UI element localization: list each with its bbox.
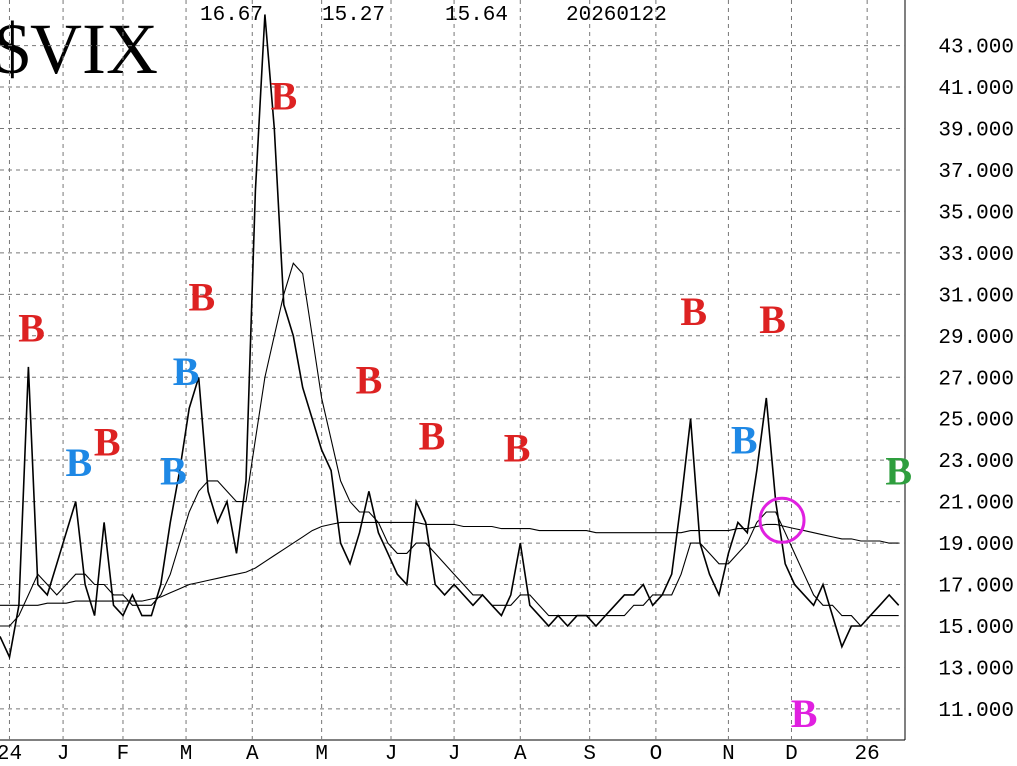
x-tick-label: N xyxy=(722,743,735,766)
x-tick-label: 26 xyxy=(855,743,880,766)
x-tick-label: M xyxy=(315,743,328,766)
signal-marker: B xyxy=(885,449,912,494)
signal-marker: B xyxy=(731,417,758,462)
x-tick-label: J xyxy=(448,743,461,766)
y-tick-label: 13.000 xyxy=(938,658,1014,681)
y-tick-label: 31.000 xyxy=(938,285,1014,308)
moving-average xyxy=(0,521,899,606)
signal-marker: B xyxy=(791,691,818,736)
y-tick-label: 21.000 xyxy=(938,493,1014,516)
x-tick-label: M xyxy=(180,743,193,766)
y-tick-label: 33.000 xyxy=(938,244,1014,267)
header-value: 15.27 xyxy=(322,4,385,27)
signal-marker: B xyxy=(356,357,383,402)
y-tick-label: 15.000 xyxy=(938,617,1014,640)
y-tick-label: 35.000 xyxy=(938,202,1014,225)
signal-marker: B xyxy=(188,274,215,319)
y-tick-label: 19.000 xyxy=(938,534,1014,557)
signal-marker: B xyxy=(270,73,297,118)
y-tick-label: 41.000 xyxy=(938,78,1014,101)
header-value: 20260122 xyxy=(566,4,667,27)
y-tick-label: 37.000 xyxy=(938,161,1014,184)
price-line xyxy=(0,14,900,660)
x-tick-label: S xyxy=(583,743,596,766)
x-tick-label: F xyxy=(117,743,130,766)
x-tick-label: J xyxy=(57,743,70,766)
x-tick-label: J xyxy=(385,743,398,766)
signal-marker: B xyxy=(94,420,121,465)
y-tick-label: 25.000 xyxy=(938,410,1014,433)
x-tick-label: A xyxy=(514,743,527,766)
signal-marker: B xyxy=(65,440,92,485)
chart-title: $VIX xyxy=(0,9,158,89)
x-tick-label: 24 xyxy=(0,743,22,766)
moving-average xyxy=(0,262,899,627)
x-tick-label: O xyxy=(650,743,663,766)
signal-marker: B xyxy=(419,413,446,458)
signal-marker: B xyxy=(759,297,786,342)
header-value: 16.67 xyxy=(200,4,263,27)
y-tick-label: 11.000 xyxy=(938,700,1014,723)
signal-marker: B xyxy=(680,289,707,334)
y-tick-label: 39.000 xyxy=(938,120,1014,143)
highlight-circle xyxy=(758,496,806,544)
y-tick-label: 29.000 xyxy=(938,327,1014,350)
x-tick-label: D xyxy=(785,743,798,766)
header-value: 15.64 xyxy=(445,4,508,27)
signal-marker: B xyxy=(160,449,187,494)
x-tick-label: A xyxy=(246,743,259,766)
y-tick-label: 23.000 xyxy=(938,451,1014,474)
y-tick-label: 17.000 xyxy=(938,576,1014,599)
y-tick-label: 27.000 xyxy=(938,368,1014,391)
y-tick-label: 43.000 xyxy=(938,37,1014,60)
signal-marker: B xyxy=(173,349,200,394)
signal-marker: B xyxy=(504,426,531,471)
signal-marker: B xyxy=(18,306,45,351)
